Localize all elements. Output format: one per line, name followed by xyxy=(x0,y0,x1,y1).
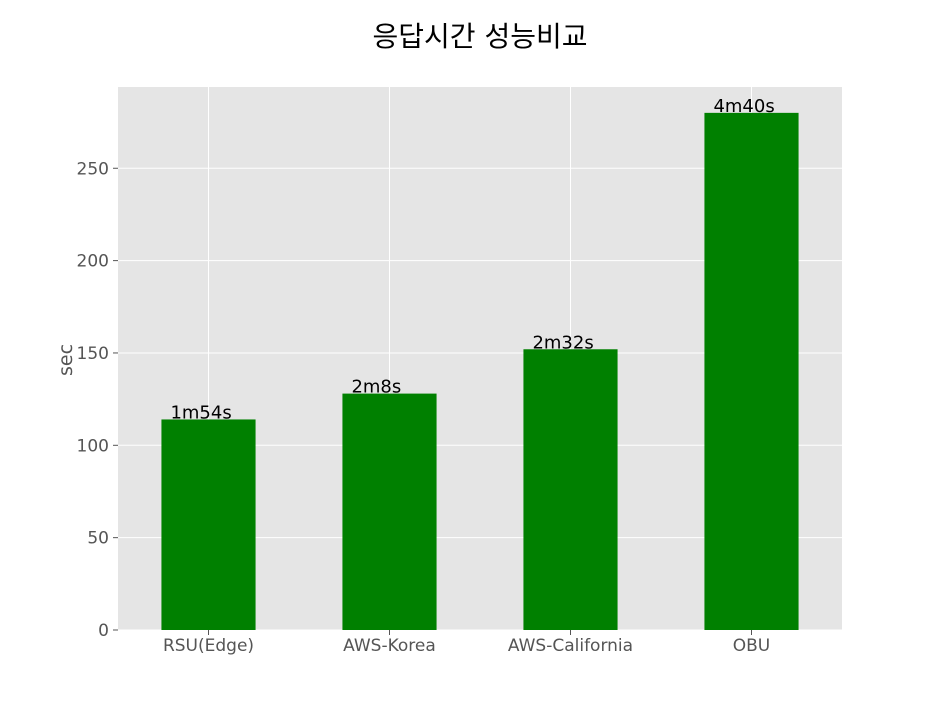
y-tick-label: 150 xyxy=(77,344,109,364)
x-tick-label: AWS-Korea xyxy=(343,636,436,656)
x-tick-label: AWS-California xyxy=(508,636,633,656)
y-tick-label: 200 xyxy=(77,252,109,272)
bar xyxy=(523,349,618,630)
plot-area: 0 50 100 150 200 250 1m54s 2m8s 2m32s 4m40s RSU(Ed… xyxy=(77,87,842,656)
bar xyxy=(342,393,437,630)
data-label: 2m32s xyxy=(532,332,593,353)
data-label: 1m54s xyxy=(170,402,231,423)
y-tick-label: 250 xyxy=(77,159,109,179)
data-label: 2m8s xyxy=(351,377,401,398)
chart-title: 응답시간 성능비교 xyxy=(373,20,588,53)
bar xyxy=(161,419,256,630)
x-tick-label: OBU xyxy=(733,636,771,656)
y-tick-label: 100 xyxy=(77,436,109,456)
x-tick-label: RSU(Edge) xyxy=(163,636,254,656)
bar xyxy=(704,112,799,631)
data-label: 4m40s xyxy=(713,96,774,117)
y-tick-label: 50 xyxy=(87,529,109,549)
y-tick-label: 0 xyxy=(98,621,109,641)
y-axis-label: sec xyxy=(55,344,77,376)
